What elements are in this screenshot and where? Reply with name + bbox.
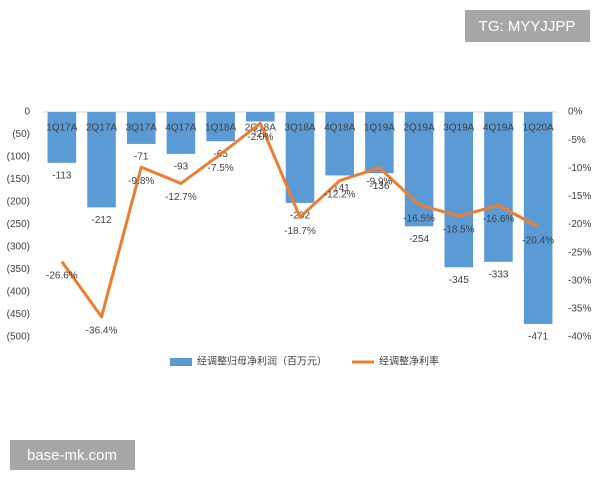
bar [365,112,394,174]
x-tick-label: 3Q17A [126,123,157,134]
y-tick-label: (200) [7,197,30,208]
bar-value-label: -136 [369,181,389,192]
y2-tick-label: -25% [568,247,591,258]
x-tick-label: 3Q19A [443,123,474,134]
bar [285,112,315,203]
bar-value-label: -333 [488,269,508,280]
bar-value-label: -345 [449,275,469,286]
bar [484,112,513,262]
y-tick-label: (50) [12,129,30,140]
x-tick-label: 2Q18A [245,123,276,134]
y-tick-label: (100) [7,152,30,163]
bar-value-label: -212 [92,215,112,226]
legend-swatch [170,358,192,366]
y2-tick-label: 0% [568,107,583,118]
bar-value-label: -21 [253,129,268,140]
y-tick-label: (400) [7,287,30,298]
y2-tick-label: -15% [568,191,591,202]
x-tick-label: 2Q19A [404,123,435,134]
y2-tick-label: -30% [568,275,591,286]
line-value-label: -18.5% [443,225,475,236]
bar [126,112,156,144]
line-value-label: -20.4% [522,235,554,246]
x-tick-label: 3Q18A [284,123,315,134]
y-tick-label: (250) [7,219,30,230]
y-tick-label: (450) [7,309,30,320]
y-tick-label: (300) [7,242,30,253]
watermark-box [10,440,135,470]
line-value-label: -9.9% [366,176,392,187]
x-tick-label: 4Q17A [165,123,196,134]
bar-value-label: -471 [528,332,548,343]
x-tick-label: 1Q20A [523,123,554,134]
bar-value-label: -113 [52,170,72,181]
watermark-box [465,10,590,42]
bar-value-label: -71 [134,152,149,163]
line-value-label: -16.5% [403,213,435,224]
line-value-label: -2.0% [247,132,273,143]
line-value-label: -18.7% [284,226,316,237]
bar [47,112,77,163]
legend-label: 经调整净利率 [379,355,439,368]
x-tick-label: 1Q18A [205,123,236,134]
y2-tick-label: -20% [568,219,591,230]
line [60,121,539,319]
line-value-label: -9.8% [128,176,154,187]
y-tick-label: (350) [7,264,30,275]
line-value-label: -26.6% [46,270,78,281]
line-value-label: -16.6% [483,214,515,225]
line-value-label: -12.2% [324,189,356,200]
line-value-label: -7.5% [208,163,234,174]
x-tick-label: 2Q17A [86,123,117,134]
bar-value-label: -254 [409,234,429,245]
y-tick-label: (500) [7,332,30,343]
y-tick-label: 0 [24,107,30,118]
x-tick-label: 1Q19A [364,123,395,134]
watermark: base-mk.com [27,447,117,464]
watermark: TG: MYYJJPP [479,18,576,35]
y2-tick-label: -40% [568,332,591,343]
bar-value-label: -93 [174,161,189,172]
x-tick-label: 4Q19A [483,123,514,134]
line-value-label: -12.7% [165,192,197,203]
bar [325,112,354,176]
bar-value-label: -141 [330,183,350,194]
x-tick-label: 4Q18A [324,123,355,134]
bar [166,112,196,154]
bar [444,112,474,268]
bar [206,112,235,142]
y2-tick-label: -5% [568,135,586,146]
y-tick-label: (150) [7,174,30,185]
x-tick-label: 1Q17A [46,123,77,134]
y2-tick-label: -35% [568,304,591,315]
line-value-label: -36.4% [86,325,118,336]
legend-label: 经调整归母净利润（百万元） [197,355,327,368]
y2-tick-label: -10% [568,163,591,174]
bar [87,112,116,208]
bar [523,112,553,324]
bar [246,112,275,122]
